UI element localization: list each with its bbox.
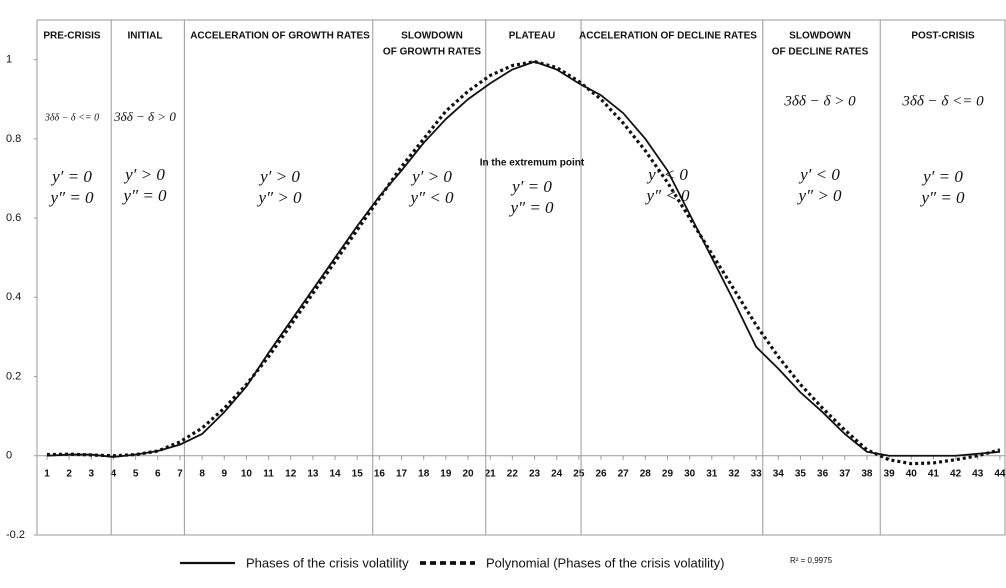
x-tick-label: 5 xyxy=(133,468,139,479)
y-tick-label: 1 xyxy=(6,54,12,66)
x-tick-label: 30 xyxy=(684,468,696,479)
plot-frame xyxy=(36,19,1006,536)
x-tick-label: 33 xyxy=(751,468,763,479)
x-tick-label: 36 xyxy=(817,468,829,479)
x-tick-label: 11 xyxy=(263,468,274,479)
phase-label: PLATEAU xyxy=(509,31,555,42)
phase-derivative: y′ < 0 xyxy=(646,165,688,184)
phase-label: SLOWDOWN xyxy=(789,31,851,42)
phase-derivative: y″ = 0 xyxy=(48,188,94,207)
series-line xyxy=(46,60,1000,458)
x-tick-label: 18 xyxy=(418,468,430,479)
x-tick-label: 28 xyxy=(640,468,652,479)
x-tick-label: 42 xyxy=(950,468,962,479)
x-tick-label: 12 xyxy=(285,468,297,479)
x-tick-label: 38 xyxy=(861,468,873,479)
phase-derivative: y′ > 0 xyxy=(410,167,452,186)
phase-condition: 3δδ − δ <= 0 xyxy=(44,112,99,123)
x-tick-label: 17 xyxy=(396,468,408,479)
x-tick-label: 35 xyxy=(795,468,807,479)
phase-derivative: y″ > 0 xyxy=(796,186,842,205)
x-tick-label: 40 xyxy=(906,468,918,479)
x-tick-label: 9 xyxy=(221,468,227,479)
x-tick-label: 29 xyxy=(662,468,674,479)
phase-condition: 3δδ − δ > 0 xyxy=(783,93,856,109)
y-tick-label: 0.6 xyxy=(6,212,21,224)
x-tick-label: 32 xyxy=(728,468,740,479)
y-tick-label: 0.8 xyxy=(6,133,21,145)
x-tick-label: 15 xyxy=(352,468,364,479)
phase-label: ACCELERATION OF DECLINE RATES xyxy=(579,31,757,42)
x-tick-label: 43 xyxy=(972,468,984,479)
y-tick-label: 0.2 xyxy=(6,370,21,382)
phase-label: OF GROWTH RATES xyxy=(383,47,481,58)
x-tick-label: 44 xyxy=(994,468,1006,479)
phase-derivative: y′ = 0 xyxy=(50,167,92,186)
x-tick-label: 7 xyxy=(177,468,183,479)
phase-label: PRE-CRISIS xyxy=(43,31,101,42)
x-tick-label: 22 xyxy=(507,468,519,479)
y-tick-label: -0.2 xyxy=(6,529,25,541)
y-tick-label: 0 xyxy=(6,450,12,462)
y-tick-label: 0.4 xyxy=(6,291,21,303)
series-line xyxy=(46,59,1001,466)
x-tick-label: 16 xyxy=(374,468,386,479)
x-tick-label: 37 xyxy=(839,468,851,479)
phase-label: SLOWDOWN xyxy=(401,31,463,42)
x-tick-label: 26 xyxy=(595,468,607,479)
phase-note: In the extremum point xyxy=(480,158,585,169)
phase-derivative: y′ > 0 xyxy=(123,165,165,184)
x-tick-label: 10 xyxy=(241,468,253,479)
x-tick-label: 24 xyxy=(551,468,563,479)
x-tick-label: 6 xyxy=(155,468,161,479)
phase-derivative: y″ = 0 xyxy=(508,198,554,217)
legend-label: Polynomial (Phases of the crisis volatil… xyxy=(486,555,724,570)
x-tick-label: 25 xyxy=(573,468,585,479)
phase-derivative: y′ = 0 xyxy=(510,177,552,196)
phase-label: INITIAL xyxy=(128,31,163,42)
phase-derivative: y′ < 0 xyxy=(798,165,840,184)
phase-derivative: y′ > 0 xyxy=(258,167,300,186)
x-tick-label: 41 xyxy=(928,468,940,479)
phase-condition: 3δδ − δ <= 0 xyxy=(901,93,984,109)
legend-label: Phases of the crisis volatility xyxy=(246,555,409,570)
phase-condition: 3δδ − δ > 0 xyxy=(113,109,176,124)
phase-derivative: y′ = 0 xyxy=(921,167,963,186)
x-tick-label: 27 xyxy=(618,468,630,479)
x-tick-label: 13 xyxy=(307,468,319,479)
phase-derivative: y″ > 0 xyxy=(256,188,302,207)
x-tick-label: 39 xyxy=(884,468,896,479)
phase-label: OF DECLINE RATES xyxy=(772,47,869,58)
phase-label: POST-CRISIS xyxy=(911,31,975,42)
r-squared: R² = 0,9975 xyxy=(790,556,833,565)
x-tick-label: 23 xyxy=(529,468,541,479)
phase-label: ACCELERATION OF GROWTH RATES xyxy=(190,31,370,42)
x-tick-label: 31 xyxy=(706,468,718,479)
x-tick-label: 1 xyxy=(44,468,50,479)
x-tick-label: 14 xyxy=(330,468,342,479)
x-tick-label: 20 xyxy=(462,468,474,479)
x-tick-label: 2 xyxy=(66,468,72,479)
x-tick-label: 3 xyxy=(89,468,95,479)
x-tick-label: 34 xyxy=(773,468,785,479)
x-tick-label: 4 xyxy=(111,468,117,479)
x-tick-label: 21 xyxy=(485,468,497,479)
x-tick-label: 8 xyxy=(199,468,205,479)
phase-derivative: y″ = 0 xyxy=(121,186,167,205)
phase-derivative: y″ = 0 xyxy=(919,188,965,207)
x-tick-label: 19 xyxy=(440,468,452,479)
phase-derivative: y″ < 0 xyxy=(408,188,454,207)
